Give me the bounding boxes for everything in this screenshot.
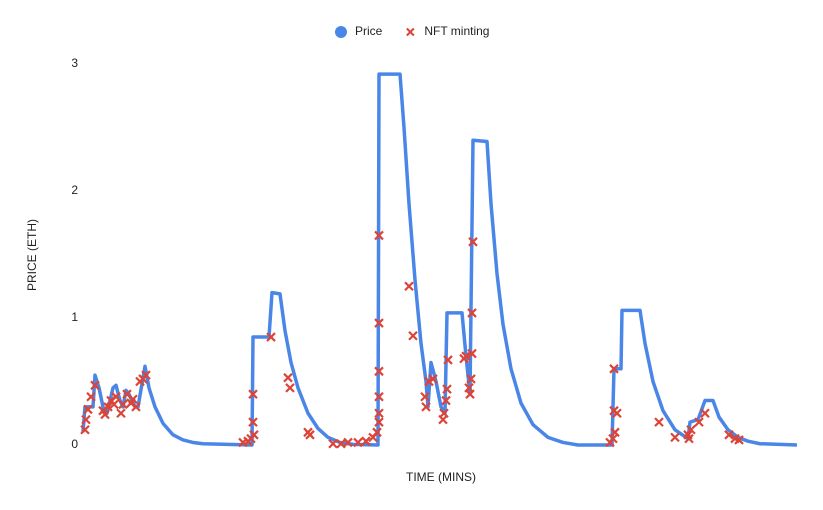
nft-mint-marker <box>408 331 418 341</box>
nft-mint-marker <box>128 394 138 405</box>
nft-mint-marker <box>439 408 449 419</box>
nft-mint-marker <box>141 370 151 380</box>
nft-mint-marker <box>374 391 384 402</box>
nft-mint-marker <box>610 427 620 438</box>
nft-mint-marker <box>374 417 384 427</box>
legend-swatch <box>335 26 347 38</box>
nft-mint-marker <box>100 409 110 420</box>
nft-mint-marker <box>336 438 346 449</box>
nft-mint-marker <box>111 391 121 402</box>
nft-mint-marker <box>248 417 258 427</box>
nft-mint-marker <box>404 281 414 292</box>
nft-mint-marker <box>468 237 478 247</box>
nft-mint-marker <box>109 399 119 410</box>
price-line <box>81 72 798 447</box>
nft-mint-marker <box>467 308 477 318</box>
y-tick-label: 3 <box>71 56 78 70</box>
nft-mint-marker <box>694 417 704 427</box>
nft-mint-marker <box>734 435 744 445</box>
nft-mint-marker <box>80 424 90 435</box>
nft-mint-marker <box>266 332 276 342</box>
nft-mint-marker <box>283 372 293 383</box>
nft-mint-marker <box>420 391 430 402</box>
nft-mint-marker <box>116 408 126 419</box>
nft-mint-marker <box>353 437 363 448</box>
legend-swatch <box>406 27 415 37</box>
nft-mint-marker <box>461 351 471 361</box>
x-axis-label: TIME (MINS) <box>406 470 476 484</box>
nft-mint-marker <box>248 389 258 399</box>
nft-mint-marker <box>684 433 694 444</box>
nft-mint-marker <box>131 402 141 412</box>
nft-mint-marker <box>686 424 696 435</box>
nft-mint-marker <box>700 408 710 419</box>
nft-mint-marker <box>608 433 618 444</box>
nft-mint-marker <box>361 436 371 446</box>
nft-mint-marker <box>467 348 477 359</box>
nft-mint-marker <box>305 430 315 440</box>
nft-mint-marker <box>670 432 680 443</box>
nft-mint-marker <box>249 430 259 440</box>
nft-mint-marker <box>441 395 451 406</box>
nft-mint-marker <box>428 374 438 384</box>
nft-mint-marker <box>466 374 476 384</box>
nft-mint-marker <box>83 404 93 415</box>
y-tick-label: 2 <box>71 183 78 197</box>
nft-mint-marker <box>609 364 619 374</box>
nft-mint-marker <box>465 389 475 399</box>
nft-mint-marker <box>421 402 431 412</box>
legend-label: NFT minting <box>424 24 489 38</box>
nft-mint-marker <box>328 438 338 449</box>
nft-mint-marker <box>374 408 384 419</box>
nft-mint-marker <box>374 230 384 241</box>
nft-mint-marker <box>103 402 113 412</box>
legend-label: Price <box>355 24 383 38</box>
y-tick-label: 0 <box>71 437 78 451</box>
nft-mint-marker <box>612 408 622 419</box>
nft-mint-marker <box>654 417 664 427</box>
nft-mint-marker <box>343 437 353 448</box>
nft-mint-marker <box>724 430 734 440</box>
nft-mint-marker <box>118 399 128 410</box>
nft-mint-marker <box>86 391 96 402</box>
y-axis-label: PRICE (ETH) <box>25 219 39 291</box>
nft-mint-marker <box>443 355 453 365</box>
nft-mint-marker <box>90 380 100 391</box>
y-tick-label: 1 <box>71 310 78 324</box>
nft-mint-marker <box>374 318 384 328</box>
nft-mint-marker <box>81 414 91 425</box>
nft-mint-marker <box>285 383 295 393</box>
nft-mint-marker <box>372 427 382 438</box>
nft-mint-marker <box>442 384 452 394</box>
nft-mint-marker <box>374 366 384 377</box>
